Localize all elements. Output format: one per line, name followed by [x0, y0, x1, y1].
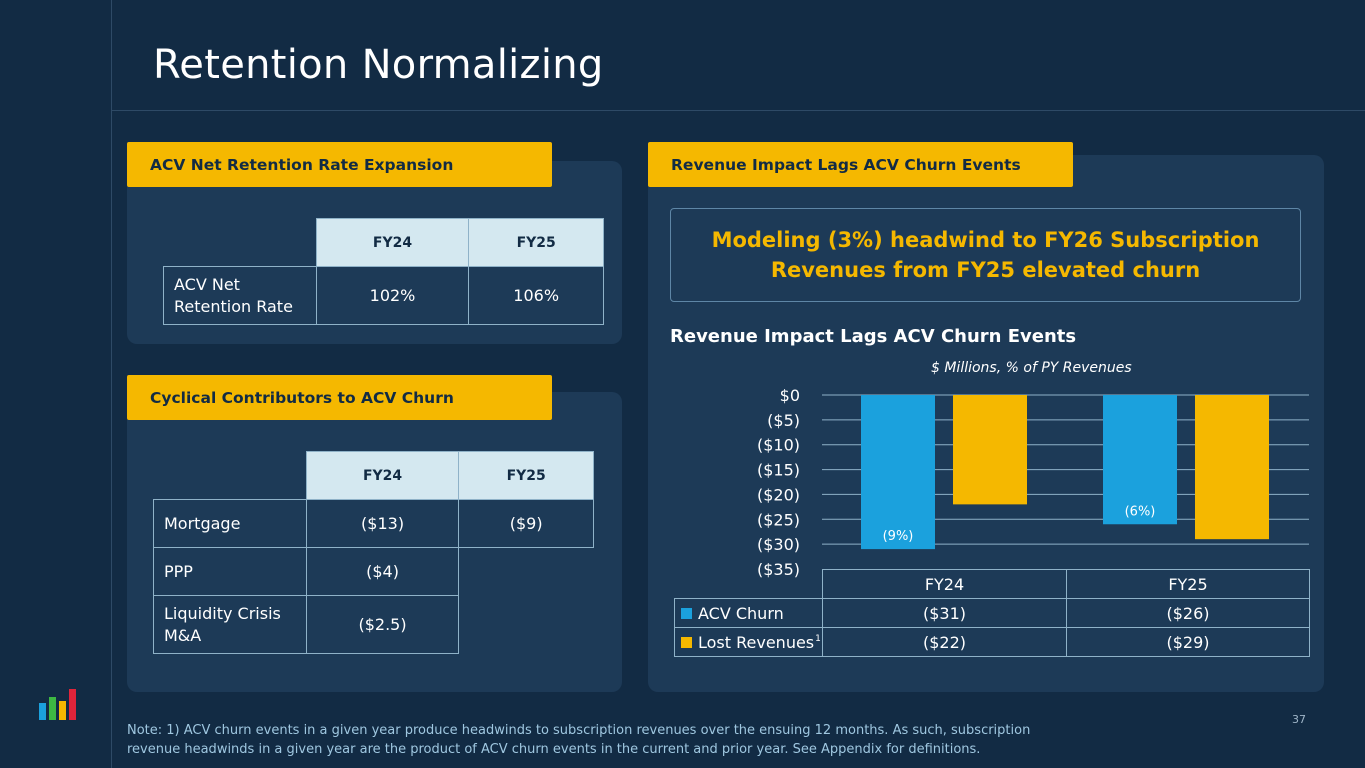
data-label: (9%) [883, 529, 914, 544]
chart-subtitle: $ Millions, % of PY Revenues [931, 360, 1132, 376]
table-row: Mortgage ($13) ($9) [153, 499, 594, 548]
logo-bars-icon [39, 689, 76, 720]
data-label: (6%) [975, 484, 1006, 499]
value-fy24: ($4) [305, 547, 460, 596]
header-fy24: FY24 [822, 569, 1067, 599]
table-row: Liquidity Crisis M&A ($2.5) [153, 595, 594, 654]
value-fy25: ($9) [458, 499, 594, 548]
bar-acv-churn-fy24 [861, 395, 935, 550]
vertical-divider [111, 0, 112, 768]
y-tick-label: ($10) [757, 436, 800, 455]
table-header-row: FY24 FY25 [164, 218, 604, 267]
revenue-impact-tab: Revenue Impact Lags ACV Churn Events [648, 142, 1073, 187]
data-label: (6%) [1125, 504, 1156, 519]
value-fy25: ($26) [1066, 598, 1310, 628]
y-tick-label: ($20) [757, 485, 800, 504]
y-tick-label: ($35) [757, 560, 800, 579]
table-row: ACV Churn ($31) ($26) [674, 598, 1310, 628]
title-divider [111, 110, 1365, 111]
page-title: Retention Normalizing [153, 42, 604, 88]
table-row: PPP ($4) [153, 547, 594, 596]
value-fy24: 102% [315, 266, 470, 325]
header-fy24: FY24 [315, 218, 470, 267]
data-label: (7%) [1217, 519, 1248, 534]
chart-data-table: FY24 FY25 ACV Churn ($31) ($26) Lost Rev… [674, 569, 1310, 657]
churn-contributors-table: FY24 FY25 Mortgage ($13) ($9) PPP ($4) L… [153, 451, 594, 654]
nrr-tab: ACV Net Retention Rate Expansion [127, 142, 552, 187]
headwind-callout: Modeling (3%) headwind to FY26 Subscript… [670, 208, 1301, 302]
table-header-row: FY24 FY25 [154, 451, 594, 500]
y-tick-label: ($25) [757, 510, 800, 529]
table-row: Lost Revenues1 ($22) ($29) [674, 627, 1310, 657]
value-fy24: ($22) [822, 627, 1067, 657]
value-fy24: ($31) [822, 598, 1067, 628]
bar-acv-churn-fy25 [1103, 395, 1177, 525]
lost-revenues-swatch [681, 636, 692, 648]
page-number: 37 [1292, 713, 1306, 726]
y-tick-label: ($5) [767, 411, 800, 430]
nrr-table: FY24 FY25 ACV Net Retention Rate 102% 10… [163, 218, 604, 325]
chart-title: Revenue Impact Lags ACV Churn Events [670, 326, 1077, 347]
value-fy24: ($2.5) [305, 595, 460, 654]
y-tick-label: ($15) [757, 461, 800, 480]
value-fy25: ($29) [1066, 627, 1310, 657]
churn-contributors-tab: Cyclical Contributors to ACV Churn [127, 375, 552, 420]
header-fy25: FY25 [458, 451, 594, 500]
legend-lost-revenues: Lost Revenues1 [674, 627, 823, 657]
y-tick-label: ($30) [757, 535, 800, 554]
table-row: ACV Net Retention Rate 102% 106% [163, 266, 604, 325]
header-fy25: FY25 [468, 218, 604, 267]
row-label: Mortgage [153, 499, 307, 548]
legend-acv-churn: ACV Churn [674, 598, 823, 628]
table-header-row: FY24 FY25 [675, 569, 1310, 599]
footnote-marker: 1 [815, 633, 821, 644]
value-fy24: ($13) [305, 499, 460, 548]
bar-lost-revenues-fy24 [953, 395, 1027, 505]
value-fy25: 106% [468, 266, 604, 325]
y-tick-label: $0 [780, 386, 800, 405]
row-label: ACV Net Retention Rate [163, 266, 317, 325]
bar-lost-revenues-fy25 [1195, 395, 1269, 540]
acv-churn-swatch [681, 607, 692, 619]
footnote: Note: 1) ACV churn events in a given yea… [127, 723, 1031, 757]
header-fy25: FY25 [1066, 569, 1310, 599]
row-label: Liquidity Crisis M&A [153, 595, 307, 654]
